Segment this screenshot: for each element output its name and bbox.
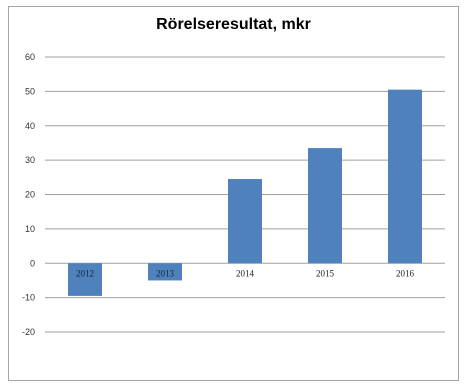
y-tick-label: 20 [25, 190, 35, 200]
bar-2013 [148, 263, 182, 281]
bars [68, 89, 422, 296]
chart-title: Rörelseresultat, mkr [156, 16, 311, 33]
y-tick-label: -20 [22, 327, 35, 337]
y-tick-label: 40 [25, 121, 35, 131]
category-label: 2012 [76, 268, 94, 278]
y-axis-ticks: 60 50 40 30 20 10 0 -10 -20 [22, 52, 35, 337]
category-label: 2015 [316, 268, 335, 278]
bar-2012 [68, 263, 102, 296]
category-label: 2016 [396, 268, 415, 278]
category-label: 2014 [236, 268, 255, 278]
bar-2016 [388, 89, 422, 264]
y-tick-label: 0 [30, 258, 35, 268]
bar-2014 [228, 179, 262, 264]
y-tick-label: 10 [25, 224, 35, 234]
category-label: 2013 [156, 268, 175, 278]
y-tick-label: 30 [25, 155, 35, 165]
y-tick-label: -10 [22, 293, 35, 303]
y-tick-label: 50 [25, 86, 35, 96]
bar-2015 [308, 148, 342, 264]
category-labels: 2012 2013 2014 2015 2016 [76, 268, 415, 278]
y-tick-label: 60 [25, 52, 35, 62]
